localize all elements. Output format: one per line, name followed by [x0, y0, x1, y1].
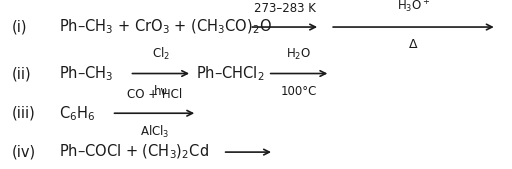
Text: 273–283 K: 273–283 K [254, 2, 315, 15]
Text: Ph–CHCl$_2$: Ph–CHCl$_2$ [196, 64, 265, 83]
Text: (iv): (iv) [11, 145, 35, 160]
Text: CO + HCl: CO + HCl [127, 88, 182, 101]
Text: Δ: Δ [409, 38, 418, 51]
Text: 100°C: 100°C [281, 84, 317, 98]
Text: (ii): (ii) [11, 66, 31, 81]
Text: Ph–CH$_3$: Ph–CH$_3$ [59, 64, 113, 83]
Text: H$_2$O: H$_2$O [286, 47, 312, 62]
Text: Cl$_2$: Cl$_2$ [152, 46, 170, 62]
Text: H$_3$O$^+$: H$_3$O$^+$ [397, 0, 430, 15]
Text: (i): (i) [11, 20, 27, 34]
Text: Ph–CH$_3$ + CrO$_3$ + (CH$_3$CO)$_2$O: Ph–CH$_3$ + CrO$_3$ + (CH$_3$CO)$_2$O [59, 18, 272, 36]
Text: (iii): (iii) [11, 106, 35, 121]
Text: C$_6$H$_6$: C$_6$H$_6$ [59, 104, 95, 123]
Text: AlCl$_3$: AlCl$_3$ [140, 124, 169, 140]
Text: Ph–COCl + (CH$_3$)$_2$Cd: Ph–COCl + (CH$_3$)$_2$Cd [59, 143, 209, 161]
Text: hν: hν [154, 84, 168, 98]
